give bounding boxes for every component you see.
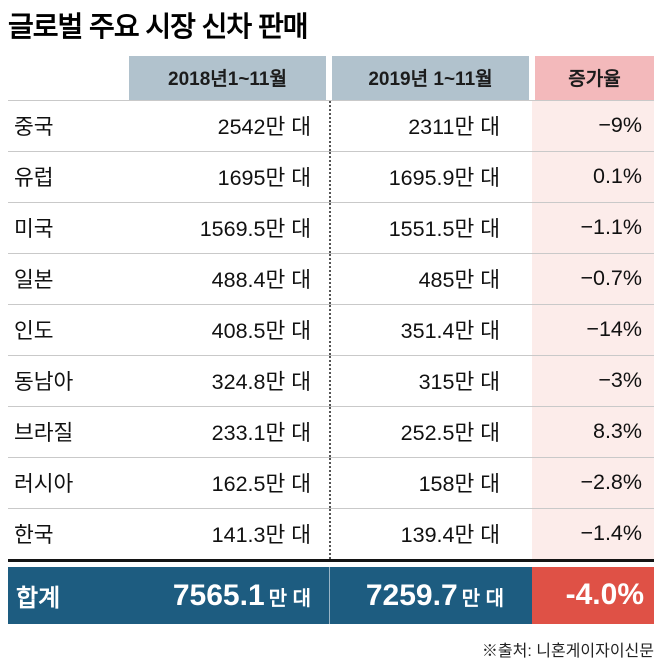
- table-row-usa: 미국 1569.5만 대 1551.5만 대 −1.1%: [8, 202, 654, 254]
- total-2018-unit: 만 대: [268, 587, 311, 610]
- value-2018: 162.5만 대: [211, 472, 311, 497]
- table-row-japan: 일본 488.4만 대 485만 대 −0.7%: [8, 253, 654, 305]
- total-row: 합계 7565.1 만 대 7259.7 만 대 -4.0%: [8, 566, 654, 624]
- total-growth: -4.0%: [532, 566, 654, 624]
- value-2019: 315만 대: [329, 355, 532, 406]
- value-2019: 252.5만 대: [329, 406, 532, 457]
- growth-value: 0.1%: [532, 151, 654, 202]
- region-name: 중국: [14, 115, 54, 140]
- table-body: 중국 2542만 대 2311만 대 −9% 유럽 1695만 대 1695.9…: [8, 99, 654, 562]
- region-name: 브라질: [14, 421, 74, 446]
- source-note: ※출처: 니혼게이자이신문: [481, 642, 654, 660]
- table-header-row: 2018년1~11월 2019년 1~11월 증가율: [8, 55, 654, 100]
- table-row-india: 인도 408.5만 대 351.4만 대 −14%: [8, 304, 654, 356]
- growth-value: −2.8%: [532, 457, 654, 508]
- table-row-russia: 러시아 162.5만 대 158만 대 −2.8%: [8, 457, 654, 509]
- value-2019: 1695.9만 대: [329, 151, 532, 202]
- value-2018: 324.8만 대: [211, 370, 311, 395]
- header-blank-cell: [8, 56, 126, 100]
- value-2019: 158만 대: [329, 457, 532, 508]
- value-2018: 141.3만 대: [211, 523, 311, 548]
- value-2019: 139.4만 대: [329, 508, 532, 559]
- value-2018: 1695만 대: [217, 166, 311, 191]
- sales-table: 2018년1~11월 2019년 1~11월 증가율 중국 2542만 대 23…: [8, 55, 654, 624]
- region-name: 러시아: [14, 472, 74, 497]
- growth-value: 8.3%: [532, 406, 654, 457]
- value-2019: 2311만 대: [329, 100, 532, 151]
- region-name: 유럽: [14, 166, 54, 191]
- growth-value: −14%: [532, 304, 654, 355]
- table-row-sea: 동남아 324.8만 대 315만 대 −3%: [8, 355, 654, 407]
- value-2018: 2542만 대: [217, 115, 311, 140]
- value-2019: 485만 대: [329, 253, 532, 304]
- growth-value: −3%: [532, 355, 654, 406]
- growth-value: −1.4%: [532, 508, 654, 559]
- total-2018-number: 7565.1: [172, 578, 265, 612]
- growth-value: −0.7%: [532, 253, 654, 304]
- value-2018: 233.1만 대: [211, 421, 311, 446]
- total-2019-unit: 만 대: [461, 587, 504, 610]
- region-name: 인도: [14, 319, 54, 344]
- value-2019: 351.4만 대: [329, 304, 532, 355]
- region-name: 미국: [14, 217, 54, 242]
- header-2019: 2019년 1~11월: [329, 55, 532, 100]
- value-2019: 1551.5만 대: [329, 202, 532, 253]
- total-label: 합계: [16, 584, 61, 612]
- region-name: 일본: [14, 268, 54, 293]
- region-name: 한국: [14, 523, 54, 548]
- table-row-europe: 유럽 1695만 대 1695.9만 대 0.1%: [8, 151, 654, 203]
- total-2018: 7565.1 만 대: [126, 567, 329, 624]
- growth-value: −9%: [532, 100, 654, 151]
- value-2018: 1569.5만 대: [199, 217, 311, 242]
- table-row-korea: 한국 141.3만 대 139.4만 대 −1.4%: [8, 508, 654, 559]
- table-row-brazil: 브라질 233.1만 대 252.5만 대 8.3%: [8, 406, 654, 458]
- header-2018: 2018년1~11월: [126, 55, 329, 100]
- value-2018: 408.5만 대: [211, 319, 311, 344]
- growth-value: −1.1%: [532, 202, 654, 253]
- total-2019-number: 7259.7: [365, 578, 458, 612]
- page-title: 글로벌 주요 시장 신차 판매: [8, 11, 308, 42]
- header-growth: 증가율: [532, 55, 654, 100]
- region-name: 동남아: [14, 370, 74, 395]
- total-2019: 7259.7 만 대: [329, 566, 532, 624]
- value-2018: 488.4만 대: [211, 268, 311, 293]
- table-row-china: 중국 2542만 대 2311만 대 −9%: [8, 100, 654, 152]
